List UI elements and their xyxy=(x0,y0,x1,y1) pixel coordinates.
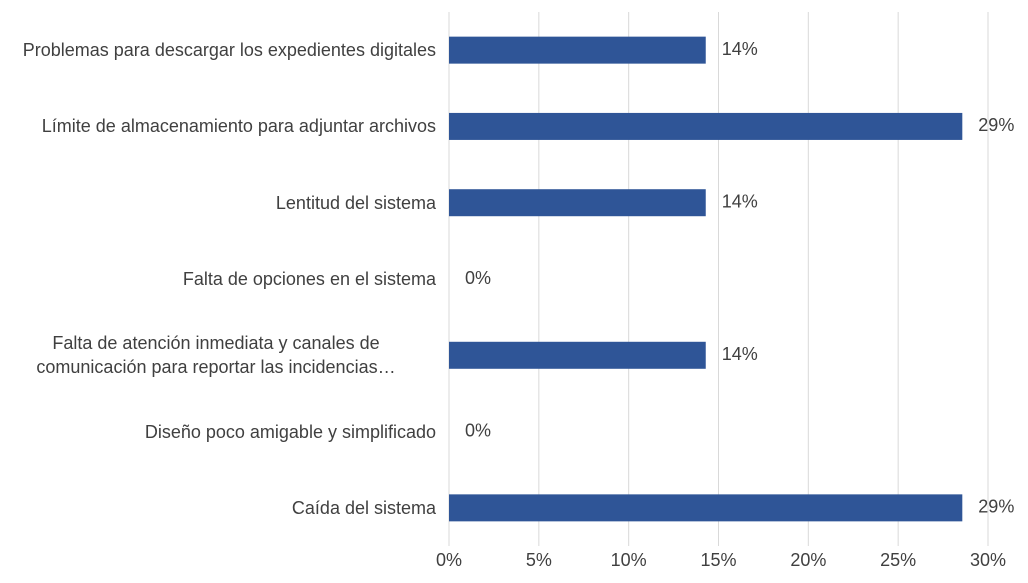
y-tick-label: Caída del sistema xyxy=(291,497,436,518)
x-tick-label: 5% xyxy=(526,550,552,570)
data-label: 14% xyxy=(722,344,758,364)
x-tick-label: 15% xyxy=(700,550,736,570)
data-label: 0% xyxy=(465,420,491,440)
category-label-box: Problemas para descargar los expedientes… xyxy=(0,10,436,90)
x-tick-label: 0% xyxy=(436,550,462,570)
x-tick-label: 30% xyxy=(970,550,1006,570)
x-tick-label: 25% xyxy=(880,550,916,570)
data-label: 29% xyxy=(978,497,1014,517)
category-label-box: Límite de almacenamiento para adjuntar a… xyxy=(0,86,436,166)
category-label-box: Caída del sistema xyxy=(0,468,436,548)
data-label: 14% xyxy=(722,39,758,59)
y-tick-label: Lentitud del sistema xyxy=(275,192,436,213)
y-tick-label: Falta de opciones en el sistema xyxy=(182,269,436,289)
bar xyxy=(449,36,706,64)
x-tick-label: 10% xyxy=(611,550,647,570)
category-label-box: Lentitud del sistema xyxy=(0,163,436,243)
data-label: 14% xyxy=(722,191,758,211)
y-tick-label: Falta de atención inmediata y canales de… xyxy=(36,333,396,378)
bar xyxy=(449,189,706,217)
bar xyxy=(449,341,706,369)
bar xyxy=(449,494,963,522)
y-tick-label: Diseño poco amigable y simplificado xyxy=(144,421,436,442)
y-tick-label: Límite de almacenamiento para adjuntar a… xyxy=(41,116,436,137)
category-label-box: Falta de atención inmediata y canales de… xyxy=(0,315,436,395)
data-label: 29% xyxy=(978,115,1014,135)
bar xyxy=(449,112,963,140)
category-label-box: Falta de opciones en el sistema xyxy=(0,239,436,319)
category-label-box: Diseño poco amigable y simplificado xyxy=(0,392,436,472)
x-tick-label: 20% xyxy=(790,550,826,570)
y-tick-label: Problemas para descargar los expedientes… xyxy=(22,40,436,61)
data-label: 0% xyxy=(465,268,491,288)
